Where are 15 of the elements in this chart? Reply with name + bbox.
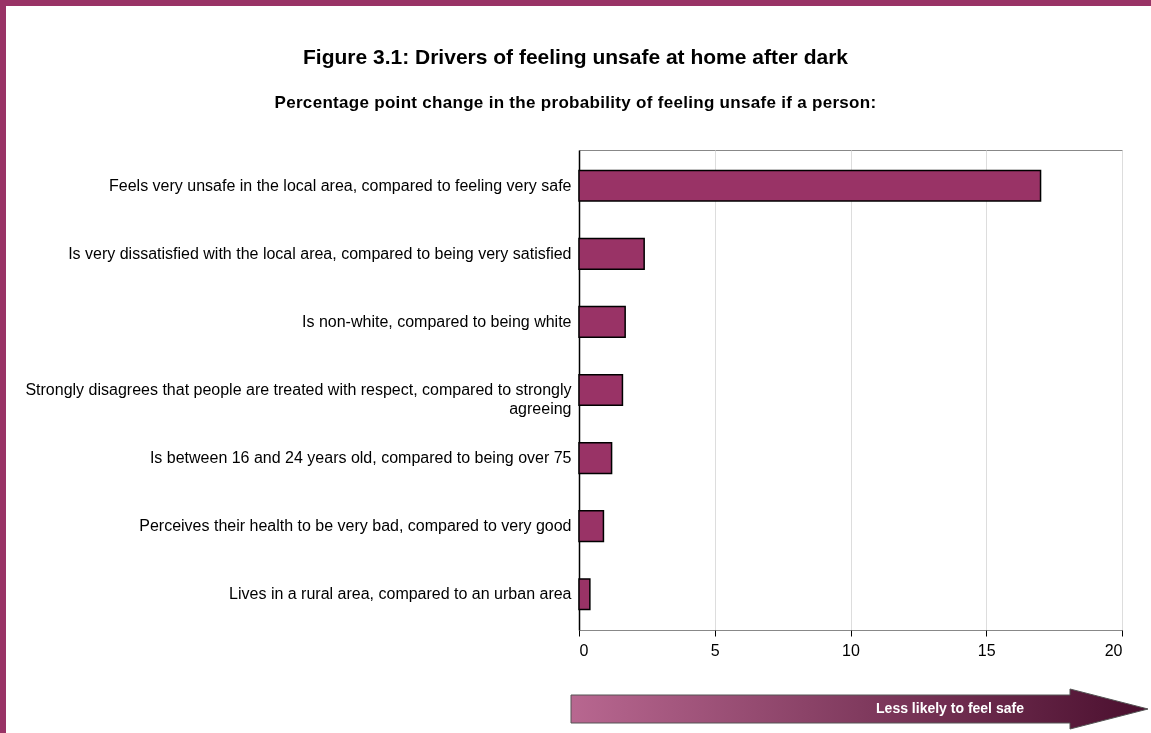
y-tick-label: Is non-white, compared to being white [302,312,572,330]
chart-subtitle: Percentage point change in the probability of feeling unsafe if a person: [273,93,878,113]
x-tick-label: 15 [977,641,996,659]
x-tick-label: 5 [710,641,720,659]
text: Less likely to feel safe [875,700,1025,716]
y-tick-label: Lives in a rural area, compared to an urban area [229,585,572,603]
y-tick-label: Is very dissatisfied with the local area, compared to being very satisfied [68,244,572,262]
x-tick-label: 20 [1104,641,1123,659]
y-tick-label: Is between 16 and 24 years old, compared to being over 75 [149,449,572,467]
chart-title: Figure 3.1: Drivers of feeling unsafe at home after dark [302,45,849,69]
y-tick-label: Perceives their health to be very bad, compared to very good [139,517,572,535]
x-tick-label: 10 [842,641,860,659]
y-tick-label: Feels very unsafe in the local area, compared to feeling very safe [109,176,572,194]
y-tick-label: Strongly disagrees that people are treated with respect, compared to strongly agreeing [25,381,572,417]
x-tick-label: 0 [579,641,589,659]
